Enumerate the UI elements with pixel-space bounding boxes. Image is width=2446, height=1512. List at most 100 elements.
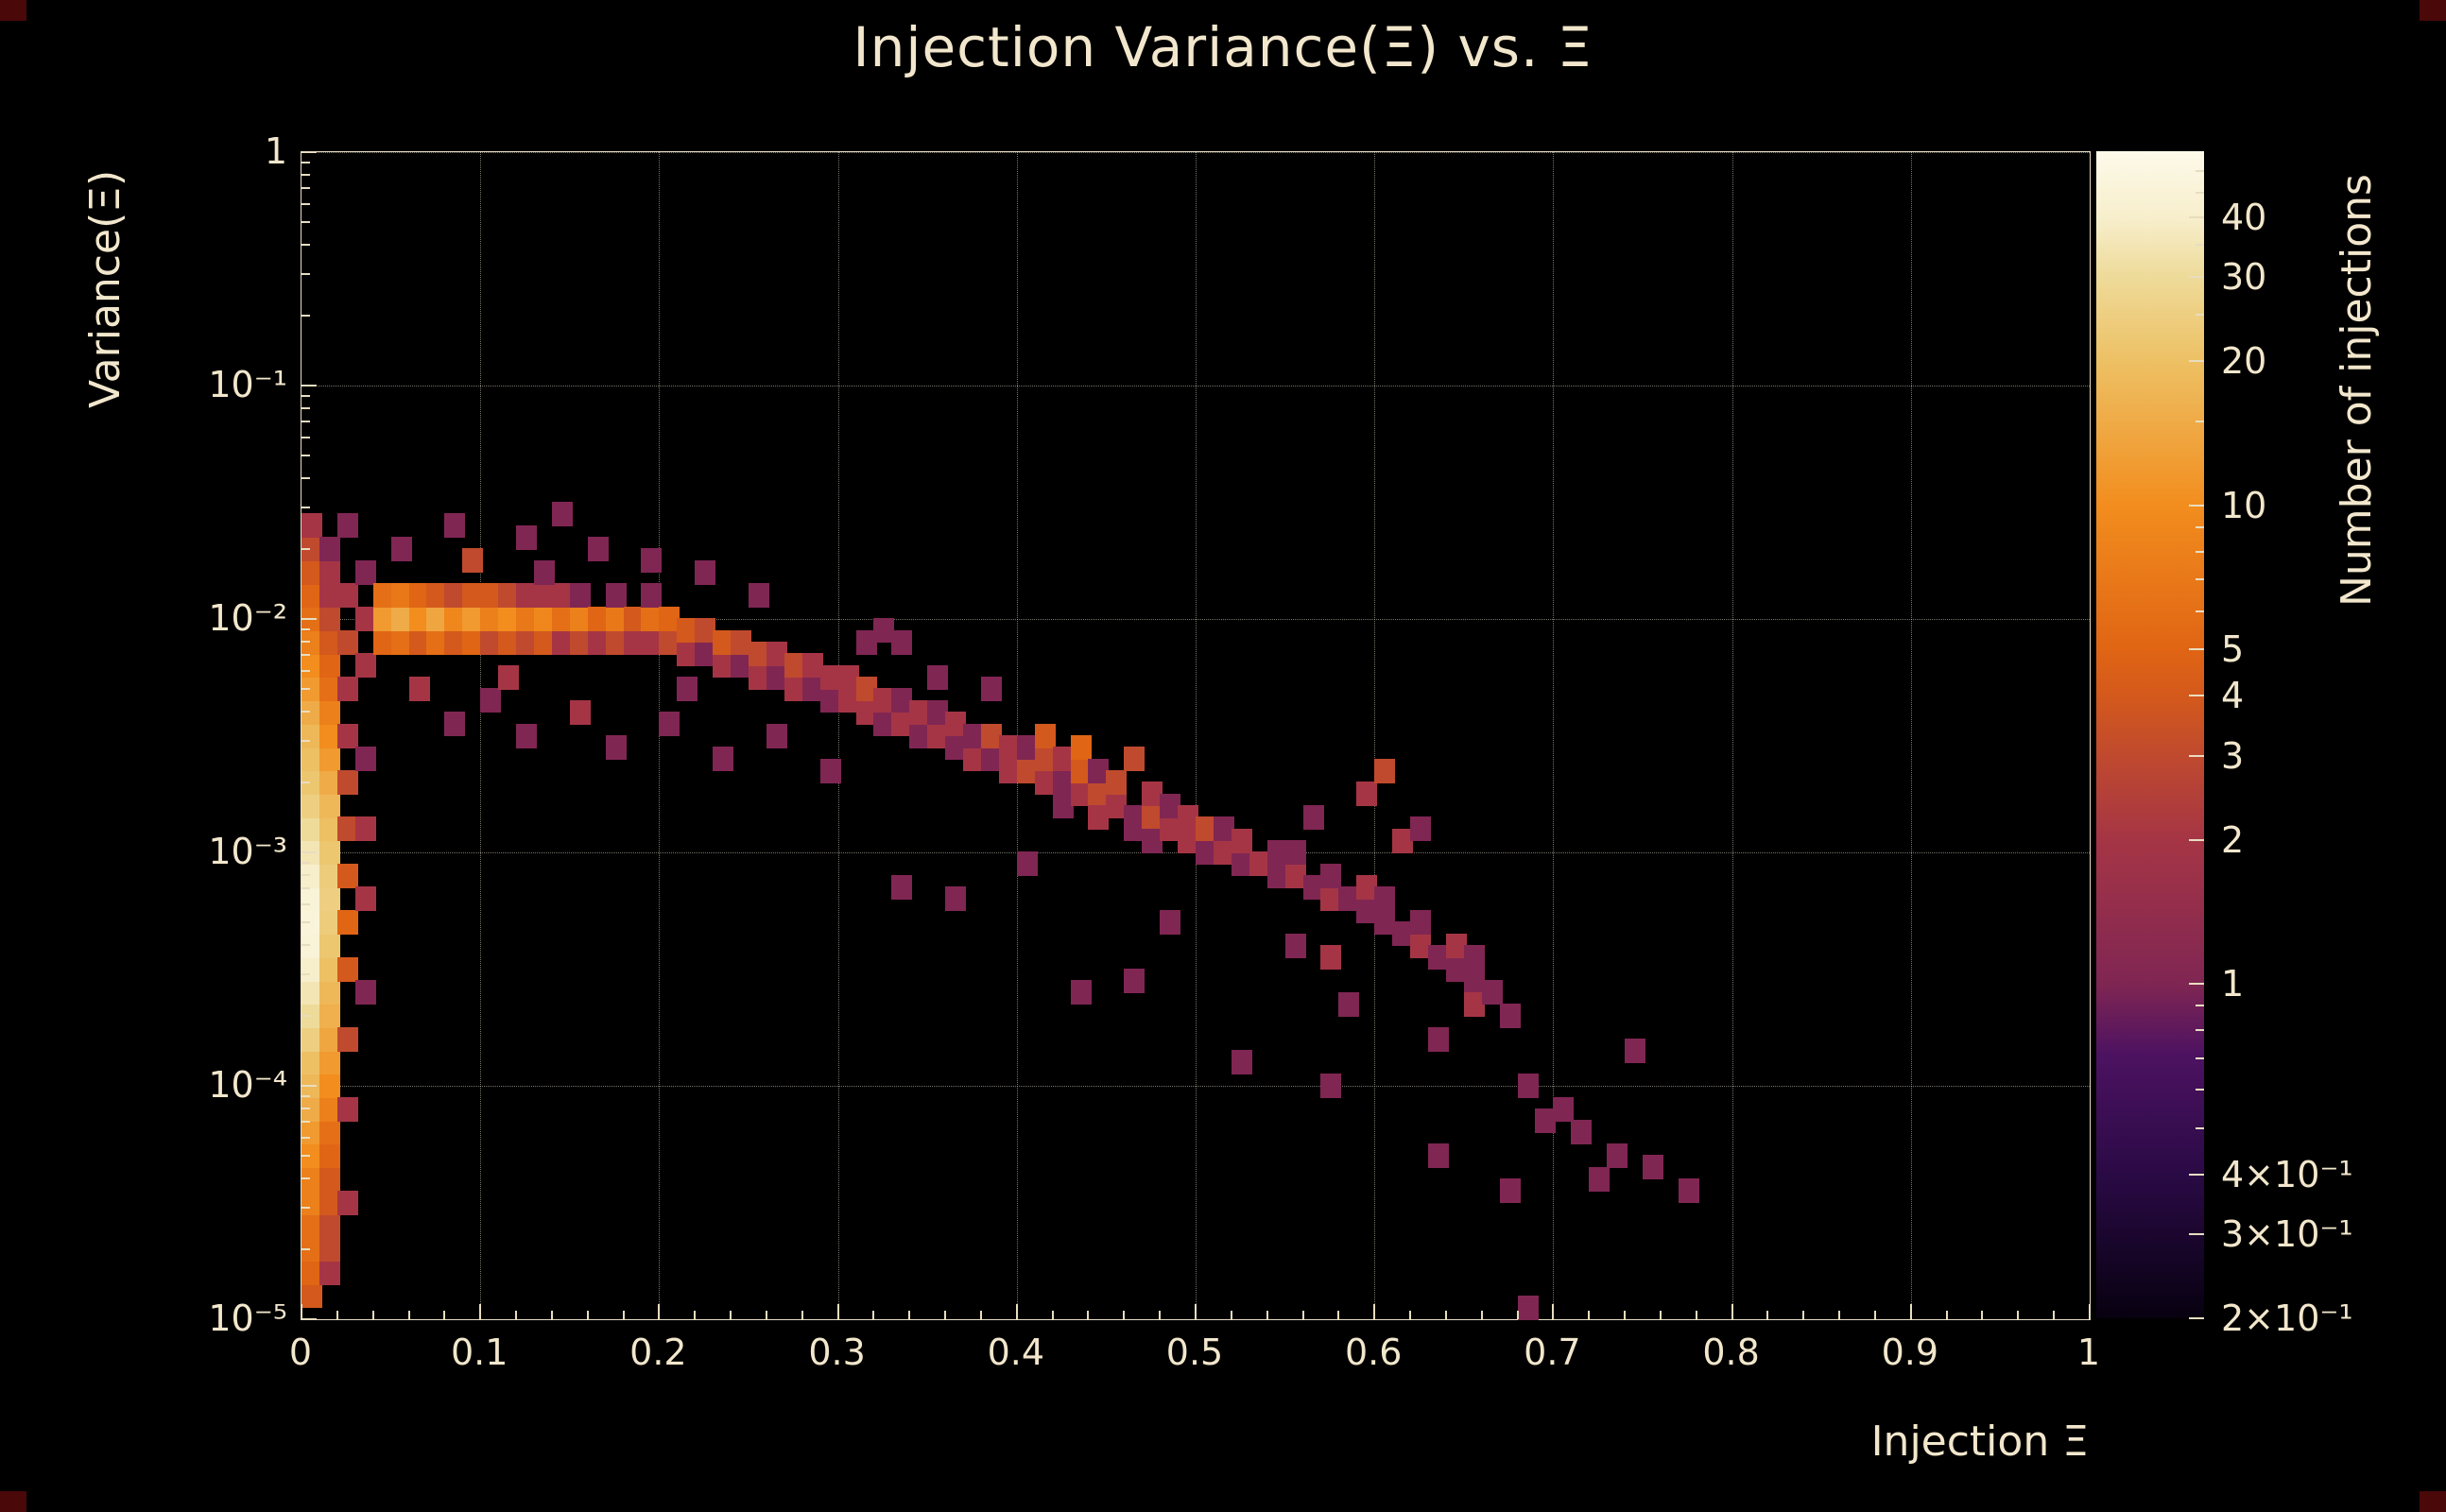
heatmap-cell xyxy=(1034,747,1056,772)
x-axis-minor-tick xyxy=(1444,1311,1447,1319)
heatmap-cell xyxy=(301,1283,322,1309)
heatmap-cell xyxy=(319,653,340,679)
heatmap-cell xyxy=(319,886,340,912)
heatmap-cell xyxy=(801,653,823,679)
colorbar-minor-tick xyxy=(2196,1005,2204,1007)
heatmap-cell xyxy=(319,769,340,795)
heatmap-cell xyxy=(301,747,322,772)
heatmap-cell xyxy=(1463,991,1485,1017)
y-axis-minor-tick xyxy=(301,640,310,643)
heatmap-cell xyxy=(426,583,448,609)
heatmap-cell xyxy=(873,618,895,644)
heatmap-cell xyxy=(319,840,340,865)
y-tick-label: 1 xyxy=(264,130,287,172)
y-axis-minor-tick xyxy=(301,921,310,924)
colorbar-tick-label: 20 xyxy=(2221,340,2267,383)
heatmap-cell xyxy=(480,629,502,655)
heatmap-cell xyxy=(301,910,322,936)
heatmap-cell xyxy=(1231,1050,1252,1075)
heatmap-cell xyxy=(1481,980,1503,1005)
heatmap-cell xyxy=(1034,723,1056,748)
x-tick-label: 0.4 xyxy=(987,1332,1045,1373)
gridline-horizontal xyxy=(301,619,2090,620)
heatmap-cell xyxy=(336,910,358,936)
heatmap-cell xyxy=(301,513,322,539)
heatmap-cell xyxy=(1410,816,1432,842)
x-axis-minor-tick xyxy=(1766,1311,1769,1319)
colorbar-tick-label: 2 xyxy=(2221,818,2245,861)
heatmap-cell xyxy=(336,863,358,888)
heatmap-cell xyxy=(659,607,680,631)
heatmap-cell xyxy=(390,607,412,631)
y-axis-minor-tick xyxy=(301,711,310,713)
y-axis-minor-tick xyxy=(301,244,310,247)
heatmap-cell xyxy=(498,664,520,690)
heatmap-cell xyxy=(605,734,627,760)
heatmap-cell xyxy=(1124,747,1145,772)
y-axis-major-tick xyxy=(301,151,317,153)
heatmap-cell xyxy=(301,653,322,679)
heatmap-cell xyxy=(462,548,484,574)
heatmap-cell xyxy=(319,1074,340,1098)
heatmap-cell xyxy=(301,1213,322,1239)
heatmap-cell xyxy=(819,758,841,783)
heatmap-cell xyxy=(731,629,752,655)
plot-area xyxy=(301,151,2091,1320)
x-axis-title: Injection Ξ xyxy=(1870,1418,2089,1466)
heatmap-cell xyxy=(659,712,680,737)
heatmap-cell xyxy=(444,513,466,539)
heatmap-cell xyxy=(301,1166,322,1192)
colorbar-minor-tick xyxy=(2196,1089,2204,1091)
x-tick-label: 0.2 xyxy=(629,1332,687,1373)
heatmap-cell xyxy=(336,1190,358,1215)
heatmap-cell xyxy=(1678,1178,1699,1204)
y-axis-minor-tick xyxy=(301,944,310,947)
canvas-corner-mark xyxy=(2420,1491,2446,1512)
colorbar-major-tick xyxy=(2189,360,2204,363)
heatmap-cell xyxy=(354,559,376,585)
heatmap-cell xyxy=(372,629,394,655)
heatmap-cell xyxy=(837,664,859,690)
x-axis-major-tick xyxy=(1195,1304,1197,1319)
heatmap-cell xyxy=(1356,898,1378,923)
heatmap-cell xyxy=(319,723,340,748)
heatmap-cell xyxy=(1070,734,1092,760)
x-axis-minor-tick xyxy=(801,1311,803,1319)
heatmap-cell xyxy=(855,629,877,655)
heatmap-cell xyxy=(301,1260,322,1285)
heatmap-cell xyxy=(408,629,430,655)
heatmap-cell xyxy=(819,664,841,690)
heatmap-cell xyxy=(1142,782,1163,807)
heatmap-cell xyxy=(516,629,538,655)
heatmap-cell xyxy=(1392,828,1414,853)
heatmap-cell xyxy=(319,536,340,561)
heatmap-cell xyxy=(1160,816,1181,842)
heatmap-cell xyxy=(909,723,931,748)
heatmap-cell xyxy=(354,653,376,679)
heatmap-cell xyxy=(319,956,340,982)
heatmap-cell xyxy=(1088,804,1110,830)
heatmap-cell xyxy=(1320,1074,1342,1098)
x-axis-minor-tick xyxy=(407,1311,410,1319)
gridline-vertical xyxy=(1196,152,1197,1319)
heatmap-cell xyxy=(301,980,322,1005)
heatmap-cell xyxy=(1070,782,1092,807)
colorbar-minor-tick xyxy=(2196,526,2204,528)
heatmap-cell xyxy=(1231,851,1252,877)
heatmap-cell xyxy=(1410,910,1432,936)
y-axis-minor-tick xyxy=(301,173,310,176)
x-axis-minor-tick xyxy=(1945,1311,1948,1319)
y-axis-minor-tick xyxy=(301,187,310,190)
y-axis-minor-tick xyxy=(301,973,310,976)
heatmap-cell xyxy=(301,559,322,585)
y-axis-minor-tick xyxy=(301,421,310,423)
heatmap-cell xyxy=(301,1003,322,1028)
y-axis-minor-tick xyxy=(301,1014,310,1017)
colorbar-major-tick xyxy=(2189,1232,2204,1235)
colorbar-major-tick xyxy=(2189,648,2204,651)
heatmap-cell xyxy=(319,1236,340,1262)
y-axis-minor-tick xyxy=(301,455,310,457)
heatmap-cell xyxy=(1070,758,1092,783)
heatmap-cell xyxy=(945,886,967,912)
